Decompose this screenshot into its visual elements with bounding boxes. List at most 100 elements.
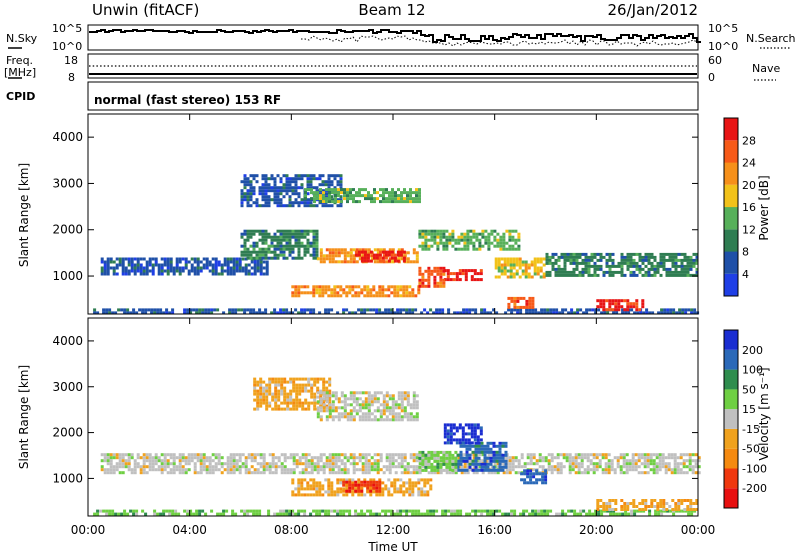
power-cell [288, 177, 292, 181]
power-cell [309, 201, 313, 205]
velocity-cell [135, 509, 139, 513]
velocity-cell [336, 481, 340, 485]
power-cell [366, 259, 370, 263]
velocity-cell [235, 453, 239, 457]
power-cell [409, 200, 412, 204]
power-cell [686, 273, 690, 277]
velocity-cell [330, 509, 334, 513]
velocity-cell [408, 484, 412, 488]
velocity-cell [540, 509, 544, 513]
velocity-cell [501, 465, 505, 469]
velocity-cell [375, 480, 379, 484]
velocity-cell [391, 412, 395, 416]
power-cell [309, 177, 313, 181]
power-cell [406, 191, 409, 195]
velocity-cell [112, 465, 116, 469]
power-cell [546, 311, 550, 315]
velocity-cell [607, 462, 611, 466]
power-cell [193, 269, 197, 273]
velocity-cell [217, 459, 221, 463]
velocity-cell [525, 509, 529, 513]
power-cell [318, 291, 322, 295]
power-cell [537, 311, 541, 315]
power-cell [106, 266, 110, 270]
velocity-cell [342, 483, 346, 487]
velocity-cell [346, 456, 350, 460]
velocity-cell [327, 484, 331, 488]
velocity-cell [367, 403, 371, 407]
velocity-cell [637, 456, 641, 460]
velocity-cell [178, 459, 182, 463]
velocity-cell [160, 453, 164, 457]
power-cell [270, 177, 274, 181]
velocity-cell [412, 400, 416, 404]
xtick-label: 12:00 [376, 523, 411, 537]
power-cell [276, 201, 280, 205]
velocity-cell [105, 512, 109, 516]
power-cell [620, 273, 624, 277]
power-cell [139, 272, 143, 276]
velocity-cell [411, 490, 415, 494]
velocity-cell [115, 462, 119, 466]
power-cell [445, 241, 449, 245]
power-cell [453, 311, 457, 315]
power-cell [442, 284, 446, 288]
velocity-cell [450, 509, 454, 513]
power-cell [157, 263, 161, 267]
velocity-cell [505, 468, 509, 472]
velocity-cell [304, 377, 308, 381]
power-cell [424, 278, 428, 282]
power-cell [387, 250, 391, 254]
power-cell [430, 235, 434, 239]
power-cell [487, 235, 491, 239]
velocity-cell [421, 468, 425, 472]
power-cell [288, 247, 292, 251]
velocity-cell [607, 465, 611, 469]
velocity-cell [378, 483, 382, 487]
velocity-cell [614, 508, 618, 511]
power-cell [205, 266, 209, 270]
power-cell [297, 195, 301, 199]
velocity-cell [583, 468, 587, 472]
velocity-cell [253, 459, 257, 463]
velocity-cell [489, 509, 493, 513]
velocity-cell [559, 465, 563, 469]
power-cell [551, 261, 555, 265]
power-cell [458, 278, 462, 282]
velocity-cell [262, 462, 266, 466]
velocity-cell [495, 453, 499, 457]
power-cell [330, 183, 334, 187]
power-cell [205, 263, 209, 267]
velocity-cell [289, 392, 293, 396]
velocity-cell [157, 465, 161, 469]
power-cell [517, 235, 521, 239]
velocity-cell [610, 465, 614, 469]
power-cell [533, 272, 537, 276]
velocity-cell [448, 459, 452, 463]
power-cell [319, 188, 322, 192]
velocity-cell [517, 459, 521, 463]
velocity-cell [467, 441, 471, 445]
velocity-cell [501, 453, 505, 457]
power-cell [331, 254, 335, 258]
power-cell [614, 305, 618, 309]
velocity-cell [489, 456, 493, 460]
velocity-cell [495, 468, 499, 472]
velocity-cell [426, 512, 430, 516]
power-cell [521, 269, 525, 273]
velocity-cell [470, 423, 474, 427]
power-cell [510, 308, 514, 312]
power-cell [246, 253, 250, 257]
power-cell [276, 192, 280, 196]
velocity-cell [171, 512, 175, 516]
velocity-cell [358, 468, 362, 472]
velocity-cell [328, 415, 332, 419]
power-cell [439, 238, 443, 242]
velocity-cell [328, 468, 332, 472]
velocity-cell [385, 415, 389, 419]
velocity-cell [517, 462, 521, 466]
velocity-cell [339, 509, 343, 513]
velocity-cell [483, 509, 487, 513]
power-cell [315, 186, 319, 190]
velocity-cell [454, 471, 458, 475]
